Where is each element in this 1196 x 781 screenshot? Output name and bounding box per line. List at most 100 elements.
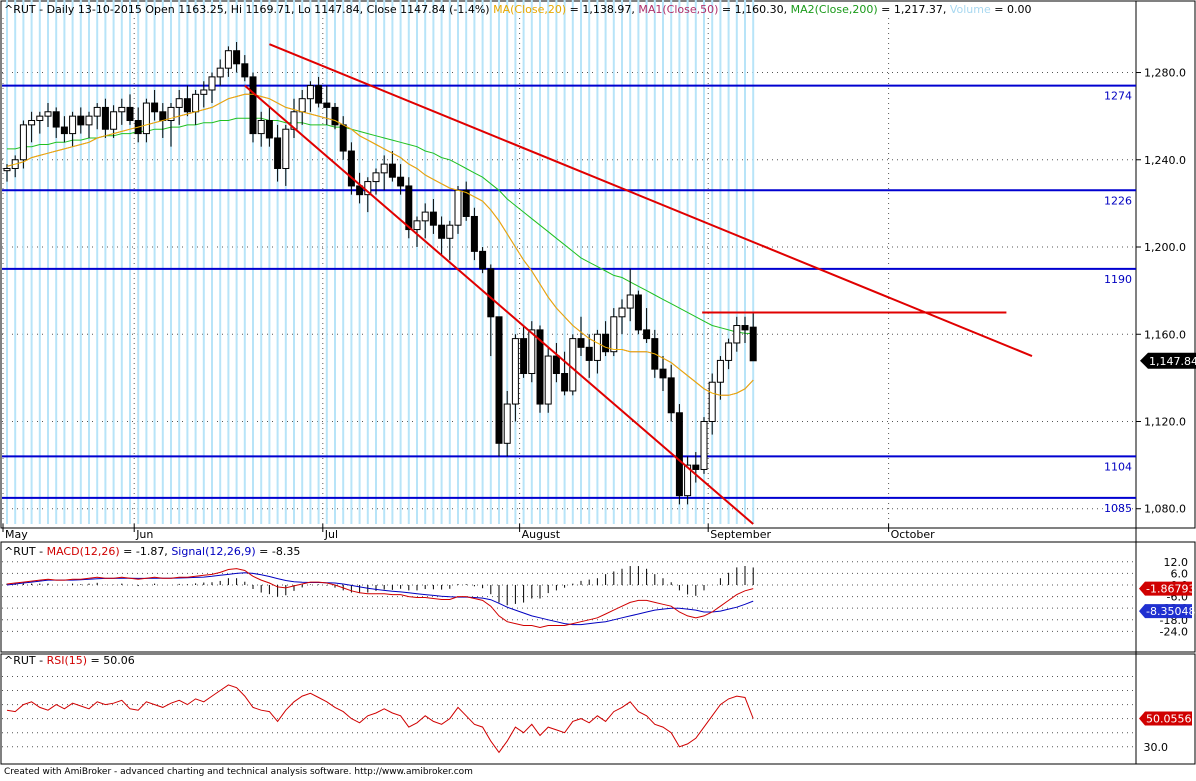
candle-body [716,359,724,383]
volume-bar [571,0,574,524]
candle-body [339,124,347,152]
volume-bar [407,0,410,524]
volume-bar [129,0,131,524]
rsi-last-tag [1139,711,1192,726]
price-header-part: = 1,138.97, [566,3,638,16]
rsi-header-part: ^RUT - [4,654,47,667]
volume-bar [555,0,558,524]
macd-pane-border [0,541,1196,653]
volume-bar [498,0,500,524]
volume-bar [161,0,164,524]
candle-body [618,307,626,318]
candle-body [216,67,224,78]
volume-bar [334,0,336,524]
candle-body [388,163,396,178]
candle-body [249,76,257,135]
volume-bar [432,0,435,524]
candle-body [561,373,569,392]
candle-body [110,111,118,130]
candle-body [405,185,413,231]
candle-body [52,111,60,128]
price-tick-label: 1,080.0 [1144,503,1186,516]
candle-body [520,338,528,375]
month-label: October [891,528,935,541]
candle-body [36,115,44,122]
volume-bar [637,0,640,524]
candle-body [142,102,150,135]
volume-bar [235,0,238,524]
volume-bar [514,0,517,524]
volume-bar [317,0,320,524]
trendline [269,43,1033,357]
volume-bar [309,0,312,524]
macd-header-part: MACD(12,26) [47,545,120,558]
level-label: 1104 [1104,460,1132,473]
candle-body [298,98,306,113]
volume-bar [645,0,648,524]
month-label: Jul [324,528,338,541]
candle-body [733,325,741,344]
candle-body [224,50,232,69]
volume-bar [325,0,328,524]
candle-body [708,381,716,422]
volume-bar [202,0,205,524]
volume-bar [88,0,90,524]
signal-line [6,572,754,626]
macd-header-part: Signal(12,26,9) [171,545,255,558]
candle-body [85,115,93,126]
candle-body [183,98,191,113]
volume-bar [670,0,673,524]
candle-body [626,294,634,309]
volume-bar [153,0,156,524]
candle-body [544,355,552,405]
price-header-part: = 0.00 [991,3,1032,16]
volume-bar [301,0,304,524]
price-header-part: MA(Close,20) [493,3,566,16]
candle-body [454,189,462,226]
footer-credit: Created with AmiBroker - advanced charti… [4,767,473,777]
volume-bar [22,0,25,524]
candle-body [602,333,610,353]
volume-bar [416,0,418,524]
volume-bar [457,0,459,524]
volume-bar [350,0,353,524]
volume-bar [547,0,550,524]
price-tick-label: 1,200.0 [1144,241,1186,254]
volume-bar [662,0,664,524]
price-header-part: MA2(Close,200) [791,3,878,16]
candle-body [511,338,519,405]
candle-body [397,176,405,187]
volume-bar [653,0,656,524]
macd-last-label: -1.86793 [1146,583,1195,596]
volume-bar [391,0,394,524]
candle-body [741,325,749,331]
candle-body [151,102,159,113]
volume-bar [678,0,681,524]
candle-body [118,106,126,113]
volume-bar [112,0,115,524]
candle-body [528,329,536,375]
volume-bar [71,0,74,524]
candle-body [593,333,601,361]
candle-body [725,342,733,361]
price-tick-label: 1,160.0 [1144,328,1186,341]
candle-body [175,98,183,108]
volume-bar [55,0,58,524]
candle-body [692,464,700,470]
candle-body [462,189,470,217]
candle-body [421,211,429,222]
candle-body [28,120,36,126]
volume-bar [30,0,33,524]
candle-body [438,224,446,239]
candle-body [372,172,380,183]
volume-bar [186,0,189,524]
volume-bar [14,0,17,524]
candle-body [667,377,675,414]
macd-line [6,568,754,629]
candle-body [634,294,642,331]
candle-body [69,115,77,135]
volume-bar [735,0,738,524]
candle-body [257,120,265,135]
candle-body [503,403,511,444]
